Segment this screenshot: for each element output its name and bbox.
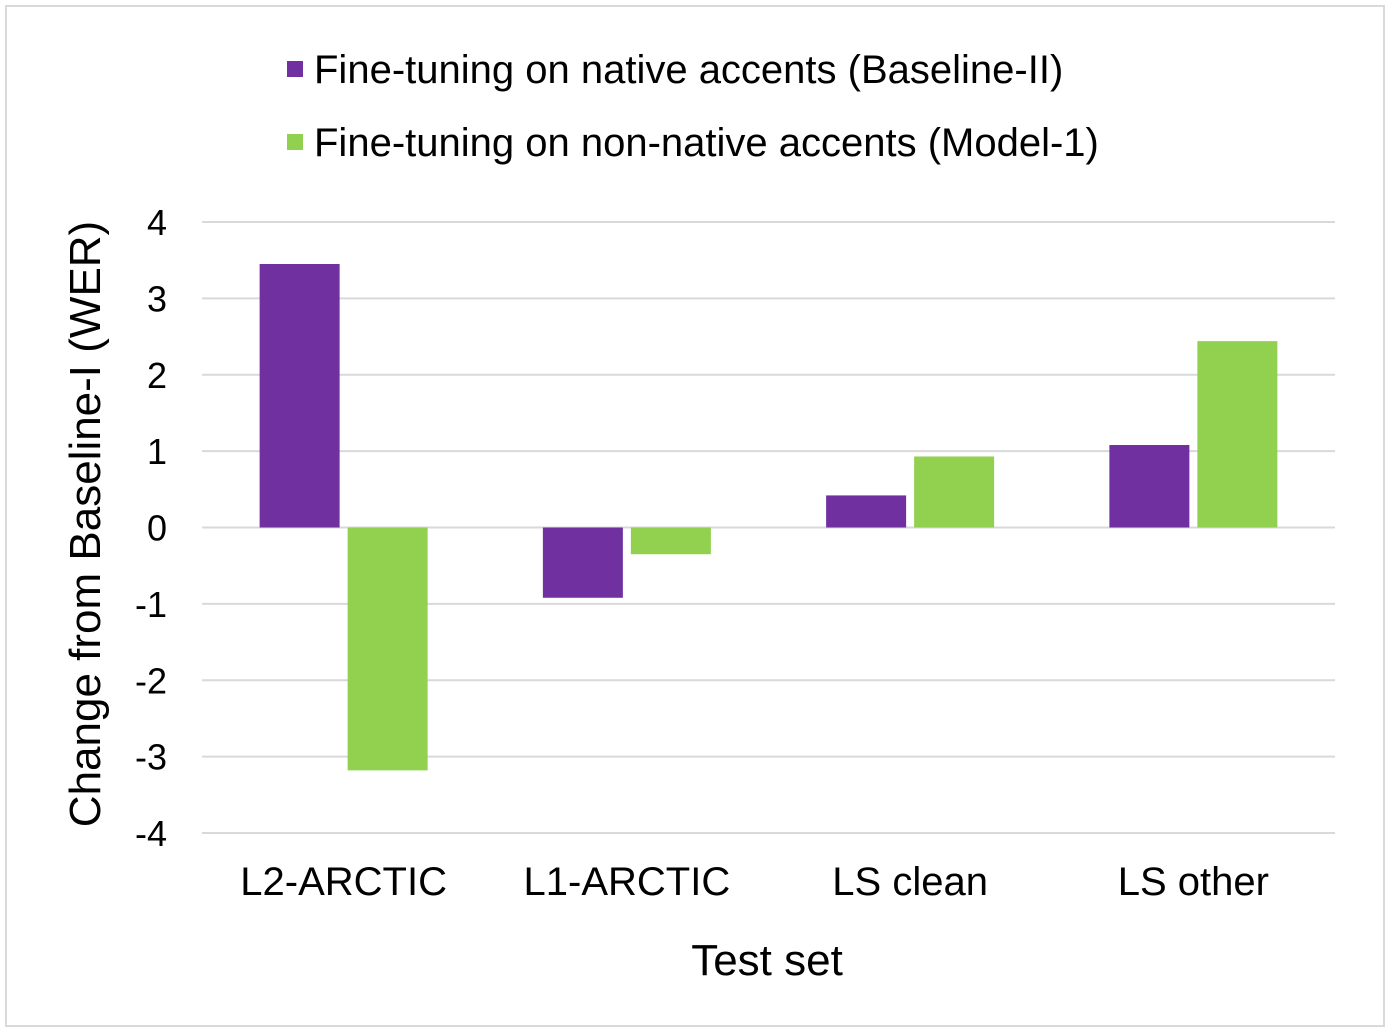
x-category-label: L2-ARCTIC xyxy=(240,860,447,904)
x-category-label: LS other xyxy=(1118,860,1269,904)
y-tick-label: -3 xyxy=(135,737,167,778)
x-axis-title: Test set xyxy=(691,936,843,985)
bar-series-1-l2-arctic xyxy=(259,264,340,528)
y-tick-label: -4 xyxy=(135,813,167,854)
y-tick-label: 0 xyxy=(147,508,167,549)
bar-series-2-l1-arctic xyxy=(630,527,711,555)
bar-series-1-ls-clean xyxy=(826,495,907,528)
y-axis-ticks: 4 3 2 1 0 -1 -2 -3 -4 xyxy=(135,202,167,854)
bar-series-2-l2-arctic xyxy=(347,527,428,771)
legend: Fine-tuning on native accents (Baseline-… xyxy=(287,48,1099,165)
x-axis-categories: L2-ARCTIC L1-ARCTIC LS clean LS other xyxy=(240,860,1269,904)
y-tick-label: -2 xyxy=(135,660,167,701)
y-axis-title: Change from Baseline-I (WER) xyxy=(61,221,110,827)
bars xyxy=(259,264,1278,771)
y-tick-label: 2 xyxy=(147,355,167,396)
y-tick-label: 4 xyxy=(147,202,167,243)
x-category-label: LS clean xyxy=(832,860,988,904)
legend-swatch xyxy=(287,134,303,150)
legend-swatch xyxy=(287,61,303,77)
bar-series-2-ls-other xyxy=(1197,341,1278,528)
bar-series-1-ls-other xyxy=(1109,445,1190,528)
y-tick-label: 3 xyxy=(147,278,167,319)
legend-label: Fine-tuning on non-native accents (Model… xyxy=(314,121,1099,165)
y-tick-label: -1 xyxy=(135,584,167,625)
bar-series-2-ls-clean xyxy=(914,456,995,528)
bar-chart: Fine-tuning on native accents (Baseline-… xyxy=(61,48,1335,985)
legend-label: Fine-tuning on native accents (Baseline-… xyxy=(314,48,1063,92)
bar-series-1-l1-arctic xyxy=(542,527,623,598)
y-tick-label: 1 xyxy=(147,431,167,472)
chart-frame: Fine-tuning on native accents (Baseline-… xyxy=(5,5,1385,1027)
x-category-label: L1-ARCTIC xyxy=(524,860,731,904)
